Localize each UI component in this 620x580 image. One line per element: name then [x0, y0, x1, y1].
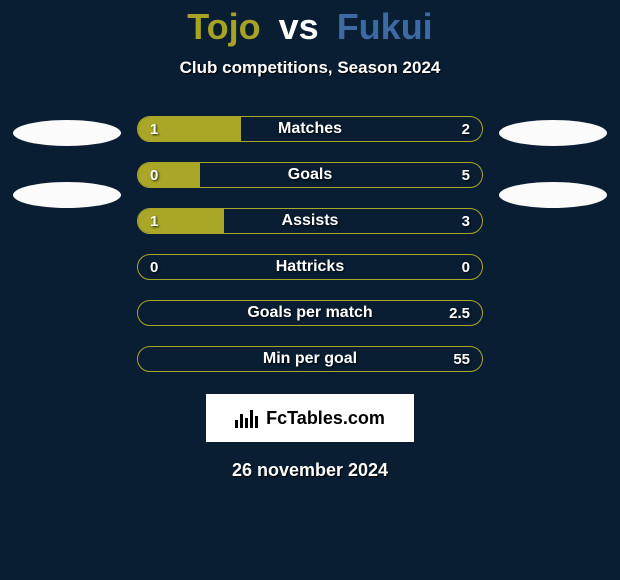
- stat-bar: 0Goals5: [137, 162, 483, 188]
- branding-icon: [235, 408, 258, 428]
- stat-bars: 1Matches2 0Goals5 1Assists3 0Hattricks0 Goal…: [137, 116, 483, 372]
- stat-value-player2: 2.5: [449, 301, 470, 325]
- stat-bar: 1Assists3: [137, 208, 483, 234]
- stat-value-player2: 5: [462, 163, 470, 187]
- bar-fill-player1: [138, 163, 200, 187]
- title-player1: Tojo: [187, 6, 260, 47]
- stat-value-player1: 0: [150, 255, 158, 279]
- stat-bar: Min per goal55: [137, 346, 483, 372]
- stat-value-player2: 3: [462, 209, 470, 233]
- bar-fill-player1: [138, 117, 241, 141]
- stat-value-player2: 55: [453, 347, 470, 371]
- stat-value-player2: 2: [462, 117, 470, 141]
- avatar-player1-club: [13, 120, 121, 146]
- avatar-player2-club: [499, 120, 607, 146]
- subtitle: Club competitions, Season 2024: [0, 58, 620, 78]
- stat-label: Hattricks: [138, 255, 482, 279]
- avatar-player1-national: [13, 182, 121, 208]
- branding-text: FcTables.com: [266, 408, 385, 429]
- page-title: Tojo vs Fukui: [0, 6, 620, 48]
- title-player2: Fukui: [337, 6, 433, 47]
- comparison-main: 1Matches2 0Goals5 1Assists3 0Hattricks0 Goal…: [0, 116, 620, 372]
- stat-bar: 0Hattricks0: [137, 254, 483, 280]
- avatar-column-right: [499, 116, 607, 208]
- stat-value-player2: 0: [462, 255, 470, 279]
- avatar-player2-national: [499, 182, 607, 208]
- stat-label: Goals per match: [138, 301, 482, 325]
- bar-fill-player1: [138, 209, 224, 233]
- stat-bar: 1Matches2: [137, 116, 483, 142]
- date-text: 26 november 2024: [0, 460, 620, 481]
- title-vs: vs: [279, 6, 319, 47]
- branding-badge: FcTables.com: [206, 394, 414, 442]
- comparison-card: Tojo vs Fukui Club competitions, Season …: [0, 0, 620, 481]
- avatar-column-left: [13, 116, 121, 208]
- stat-label: Min per goal: [138, 347, 482, 371]
- stat-bar: Goals per match2.5: [137, 300, 483, 326]
